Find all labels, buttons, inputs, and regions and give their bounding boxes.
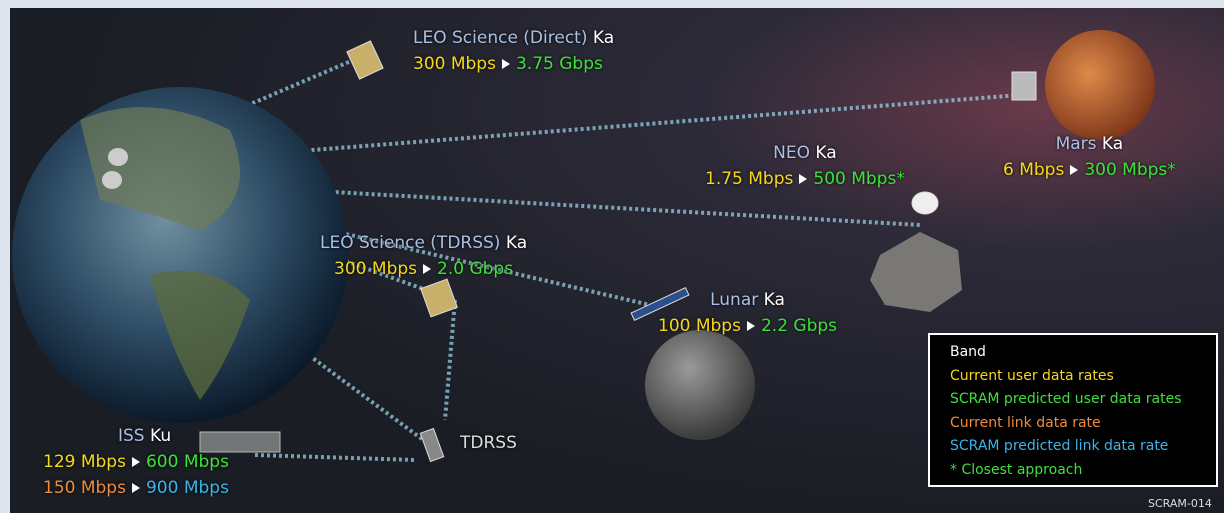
legend-item: SCRAM predicted user data rates <box>950 388 1216 412</box>
node-name: LEO Science (TDRSS) <box>320 233 500 253</box>
node-label: LEO Science (Direct) Ka 300 Mbps 3.75 Gbp… <box>413 25 614 77</box>
predicted-user-rate: 3.75 Gbps <box>516 54 603 74</box>
legend-item: SCRAM predicted link data rate <box>950 435 1216 459</box>
ground-antenna <box>108 148 128 166</box>
predicted-user-rate: 600 Mbps <box>146 452 229 472</box>
band: Ka <box>593 28 614 48</box>
legend-title: Band <box>950 341 1216 365</box>
moon <box>645 330 755 440</box>
legend: Band Current user data rates SCRAM predi… <box>928 333 1218 487</box>
arrow <box>1070 165 1078 175</box>
node-name: Mars <box>1056 134 1097 154</box>
arrow <box>423 264 431 274</box>
legend-item: Current link data rate <box>950 412 1216 436</box>
predicted-user-rate: 2.0 Gbps <box>437 259 513 279</box>
node-label: Mars Ka 6 Mbps 300 Mbps* <box>1003 131 1176 183</box>
mars <box>1045 30 1155 140</box>
node-label: ISS Ku 129 Mbps 600 Mbps 150 Mbps 900 Mbps <box>43 423 229 501</box>
current-user-rate: 300 Mbps <box>413 54 496 74</box>
current-user-rate: 100 Mbps <box>658 316 741 336</box>
band: Ku <box>150 426 171 446</box>
arrow <box>502 59 510 69</box>
current-user-rate: 300 Mbps <box>334 259 417 279</box>
legend-item: * Closest approach <box>950 459 1216 483</box>
predicted-user-rate: 2.2 Gbps <box>761 316 837 336</box>
page: LEO Science (Direct) Ka 300 Mbps 3.75 Gbp… <box>0 0 1224 513</box>
current-user-rate: 6 Mbps <box>1003 160 1064 180</box>
arrow <box>747 321 755 331</box>
arrow <box>132 457 140 467</box>
current-link-rate: 150 Mbps <box>43 478 126 498</box>
predicted-user-rate: 500 Mbps* <box>813 169 904 189</box>
node-label: LEO Science (TDRSS) Ka 300 Mbps 2.0 Gbps <box>320 230 527 282</box>
footer: SCRAM-014 <box>1148 497 1212 510</box>
predicted-user-rate: 300 Mbps* <box>1084 160 1175 180</box>
node-name: LEO Science (Direct) <box>413 28 587 48</box>
band: Ka <box>506 233 527 253</box>
node-name: Lunar <box>710 290 758 310</box>
node-label: NEO Ka 1.75 Mbps 500 Mbps* <box>705 140 905 192</box>
relay-label: TDRSS <box>460 430 517 456</box>
band: Ka <box>815 143 836 163</box>
arrow <box>132 483 140 493</box>
current-user-rate: 129 Mbps <box>43 452 126 472</box>
band: Ka <box>764 290 785 310</box>
band: Ka <box>1102 134 1123 154</box>
current-user-rate: 1.75 Mbps <box>705 169 793 189</box>
predicted-link-rate: 900 Mbps <box>146 478 229 498</box>
node-name: NEO <box>773 143 810 163</box>
node-label: Lunar Ka 100 Mbps 2.2 Gbps <box>658 287 837 339</box>
node-name: ISS <box>118 426 145 446</box>
legend-item: Current user data rates <box>950 365 1216 389</box>
ground-antenna <box>102 171 122 189</box>
arrow <box>799 174 807 184</box>
